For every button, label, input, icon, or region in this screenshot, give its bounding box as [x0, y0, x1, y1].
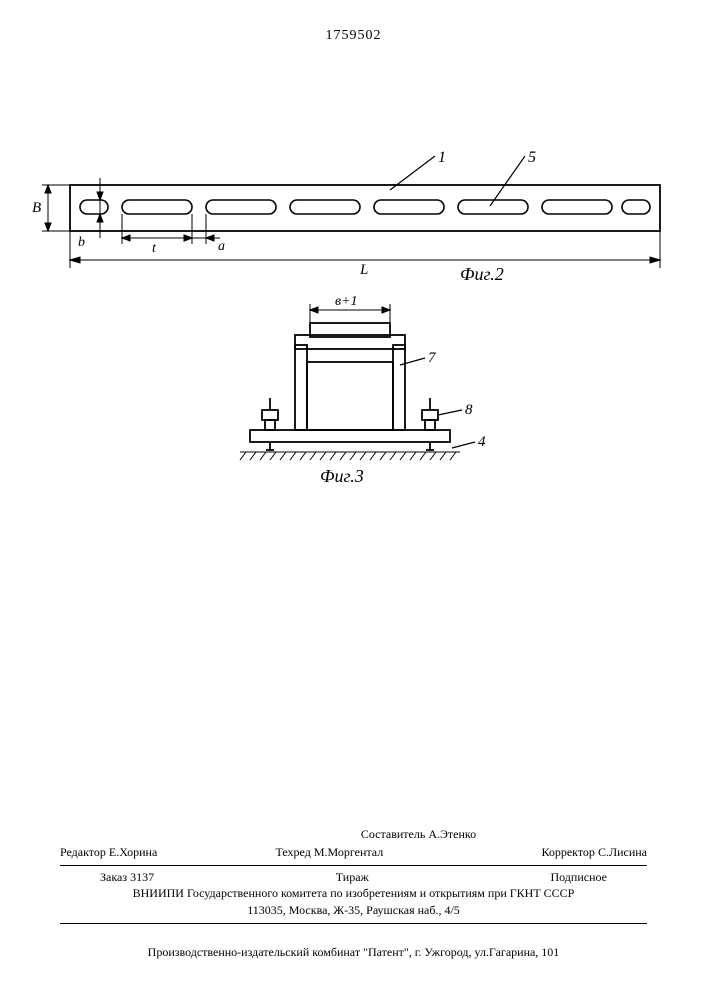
dim-top-width: в+1: [335, 294, 358, 309]
org-line-1: ВНИИПИ Государственного комитета по изоб…: [60, 885, 647, 902]
editor-label: Редактор: [60, 845, 106, 859]
tech-name: М.Моргентал: [314, 845, 383, 859]
separator-2: [60, 923, 647, 924]
org-line-2: 113035, Москва, Ж-35, Раушская наб., 4/5: [60, 902, 647, 919]
ref-label-1: 1: [438, 150, 446, 166]
page-number: 1759502: [326, 28, 382, 44]
sub-label: Подписное: [550, 869, 607, 886]
order-label: Заказ: [100, 870, 127, 884]
order-block: Заказ 3137 Тираж Подписное ВНИИПИ Госуда…: [60, 869, 647, 928]
figure-2: 1 5 В b t a L: [30, 150, 680, 310]
ref-label-8: 8: [465, 402, 473, 418]
editor-name: Е.Хорина: [109, 845, 157, 859]
figure-3: в+1 7 8 4 Фиг.3: [200, 290, 500, 490]
corrector-name: С.Лисина: [598, 845, 647, 859]
compiler-label: Составитель: [361, 827, 425, 841]
imprint: Производственно-издательский комбинат "П…: [60, 945, 647, 960]
dim-slot-height: b: [78, 235, 85, 250]
tirazh-label: Тираж: [336, 869, 369, 886]
dim-slot-length: t: [152, 241, 157, 256]
ref-label-7: 7: [428, 350, 437, 366]
compiler-name: А.Этенко: [428, 827, 476, 841]
tech-label: Техред: [276, 845, 311, 859]
separator-1: [60, 865, 647, 866]
ref-label-4: 4: [478, 434, 486, 450]
credits-block: Составитель А.Этенко Редактор Е.Хорина Т…: [60, 825, 647, 870]
dim-height-overall: В: [32, 200, 41, 216]
fig2-caption: Фиг.2: [460, 264, 504, 284]
corrector-label: Корректор: [541, 845, 595, 859]
order-no: 3137: [130, 870, 154, 884]
ref-label-5: 5: [528, 150, 536, 166]
fig3-caption: Фиг.3: [320, 466, 364, 486]
dim-length-overall: L: [359, 262, 368, 278]
dim-slot-gap: a: [218, 239, 225, 254]
